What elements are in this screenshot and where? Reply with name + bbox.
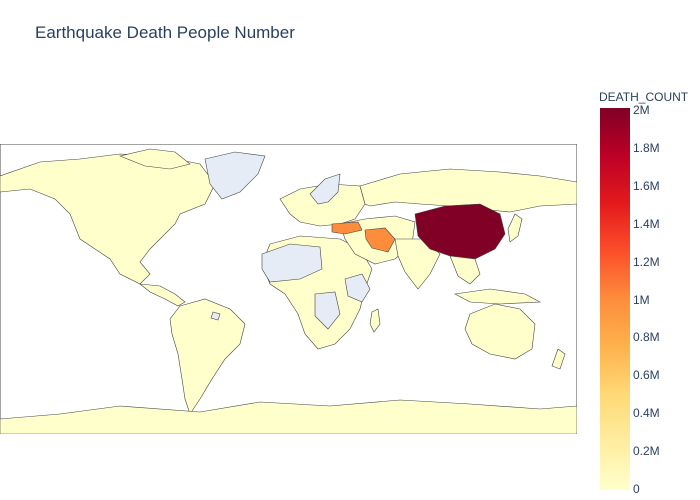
colorbar-tick: 1.6M	[633, 178, 660, 193]
australia[interactable]	[464, 303, 536, 360]
turkey-region[interactable]	[331, 221, 363, 235]
indonesia[interactable]	[454, 288, 542, 305]
colorbar-tick: 1.8M	[633, 140, 660, 155]
antarctica[interactable]	[0, 399, 577, 434]
canada-arctic-islands[interactable]	[119, 148, 191, 170]
colorbar-tick: 1M	[633, 292, 650, 307]
russia[interactable]	[359, 168, 577, 213]
colorbar-tick: 1.2M	[633, 254, 660, 269]
colorbar-tick: 1.4M	[633, 216, 660, 231]
scandinavia[interactable]	[309, 173, 341, 205]
colorbar-tick: 0.4M	[633, 406, 660, 421]
madagascar[interactable]	[369, 308, 381, 333]
central-africa-nodata[interactable]	[314, 291, 341, 330]
colorbar-tick: 0.8M	[633, 330, 660, 345]
new-zealand[interactable]	[551, 348, 566, 370]
colorbar-gradient	[600, 108, 630, 490]
central-america[interactable]	[139, 283, 186, 307]
china-region[interactable]	[414, 203, 506, 260]
chart-title: Earthquake Death People Number	[35, 23, 295, 42]
colorbar-tick: 0	[633, 482, 640, 496]
colorbar-tick: 2M	[633, 103, 650, 117]
colorbar	[600, 108, 630, 490]
colorbar-title: DEATH_COUNT	[599, 90, 689, 104]
southeast-asia[interactable]	[449, 255, 481, 285]
japan[interactable]	[507, 213, 523, 243]
french-guiana[interactable]	[210, 311, 221, 321]
east-africa-nodata[interactable]	[344, 273, 371, 303]
colorbar-tick: 0.6M	[633, 368, 660, 383]
greenland[interactable]	[204, 151, 266, 200]
world-map[interactable]	[0, 144, 577, 434]
iran-region[interactable]	[364, 227, 396, 253]
colorbar-tick: 0.2M	[633, 444, 660, 459]
south-america-landmass[interactable]	[169, 298, 246, 415]
north-africa-nodata[interactable]	[261, 243, 323, 283]
